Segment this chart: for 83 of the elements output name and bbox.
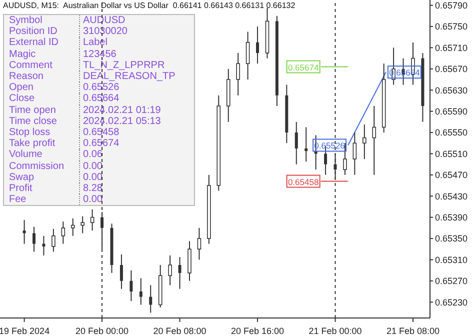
annotation: Open: [8, 82, 34, 94]
y-tick-label: 0.65310: [435, 254, 468, 265]
annotation: 0.06: [79, 149, 102, 161]
x-tick-label: 19 Feb 2024: [0, 326, 50, 336]
candlestick: [149, 284, 152, 314]
annotation: Swap: [8, 172, 36, 184]
annotation: Close: [8, 93, 36, 105]
candlestick: [80, 216, 84, 234]
candlestick: [294, 121, 298, 165]
candlestick: [236, 52, 240, 96]
candlestick: [197, 227, 202, 260]
candlestick: [168, 254, 172, 286]
annotation: Stop loss: [8, 127, 52, 138]
annotation: Commission: [8, 160, 66, 172]
annotation: Label: [79, 37, 108, 49]
annotation: Profit: [8, 183, 34, 194]
y-tick-label: 0.65230: [435, 297, 468, 308]
annotation: 2024.02.21 01:19: [79, 104, 161, 116]
candlestick: [52, 228, 56, 252]
candlestick: [130, 270, 133, 302]
annotation: Magic: [8, 48, 37, 60]
candlestick: [246, 31, 250, 80]
candlestick: [256, 26, 260, 64]
annotation: 8.28: [79, 183, 102, 194]
x-tick-label: 21 Feb 00:00: [308, 326, 362, 336]
candlestick: [362, 124, 366, 160]
annotation: 0.00: [79, 194, 102, 206]
y-tick-label: 0.65670: [435, 64, 468, 74]
x-tick-label: 21 Feb 08:00: [386, 326, 440, 336]
chart-title: AUDUSD, M15: Australian Dollar vs US Dollar 0.66141 0.66143 0.66131 0.66132: [3, 1, 296, 10]
y-tick-label: 0.65630: [435, 85, 468, 96]
annotation: Volume: [8, 149, 44, 161]
annotation: 0.65526: [79, 82, 120, 94]
candlestick: [352, 132, 357, 176]
annotation: 31030020: [79, 26, 128, 38]
annotation: TL_N_Z_LPPRPR: [79, 60, 165, 72]
x-tick-label: 20 Feb 08:00: [153, 326, 206, 336]
y-tick-label: 0.65590: [435, 106, 468, 116]
candlestick: [343, 142, 347, 176]
x-tick-label: 20 Feb 00:00: [76, 326, 129, 336]
y-tick-label: 0.65270: [435, 276, 468, 286]
ref-line-label: 0.65458: [288, 176, 319, 187]
annotation: Comment: [8, 60, 54, 72]
annotation: 0.65674: [79, 138, 120, 150]
annotation: AUDUSD: [79, 15, 126, 26]
candlestick: [22, 219, 26, 244]
candlestick: [178, 256, 182, 290]
annotation: 2024.02.21 05:13: [79, 116, 161, 128]
candlestick: [120, 254, 123, 290]
candlestick: [32, 226, 36, 252]
candlestick: [372, 106, 376, 176]
annotation: Time close: [8, 116, 58, 128]
candlestick: [90, 208, 94, 232]
annotation: 0.00: [79, 172, 102, 184]
candlestick: [139, 278, 142, 306]
annotation: Reason: [8, 71, 44, 82]
annotation: External ID: [8, 37, 60, 49]
y-tick-label: 0.65750: [435, 22, 468, 32]
candlestick: [304, 126, 308, 162]
candlestick: [188, 240, 192, 282]
x-tick-label: 20 Feb 16:00: [230, 326, 284, 336]
y-tick-label: 0.65790: [435, 0, 468, 10]
annotation: 0.65458: [79, 127, 120, 138]
annotation: 0.65664: [79, 93, 120, 105]
y-tick-label: 0.65550: [435, 128, 468, 138]
candlestick: [70, 218, 75, 236]
annotation: Time open: [8, 104, 57, 116]
y-tick-label: 0.65710: [435, 42, 468, 53]
annotation: Fee: [8, 194, 28, 206]
candlestick: [42, 235, 46, 256]
annotation: 0.00: [79, 160, 102, 172]
ref-line-label: 0.65674: [288, 62, 319, 72]
annotation: 123456: [79, 48, 116, 60]
y-tick-label: 0.65350: [435, 234, 468, 244]
y-tick-label: 0.65470: [435, 170, 468, 180]
y-tick-label: 0.65510: [435, 148, 468, 159]
annotation: Position ID: [8, 26, 58, 38]
y-tick-label: 0.65390: [435, 212, 468, 222]
y-tick-label: 0.65430: [435, 191, 468, 202]
annotation: Symbol: [8, 15, 44, 26]
annotation: DEAL_REASON_TP: [79, 71, 176, 82]
candlestick: [61, 221, 66, 244]
annotation: Take profit: [8, 138, 56, 150]
